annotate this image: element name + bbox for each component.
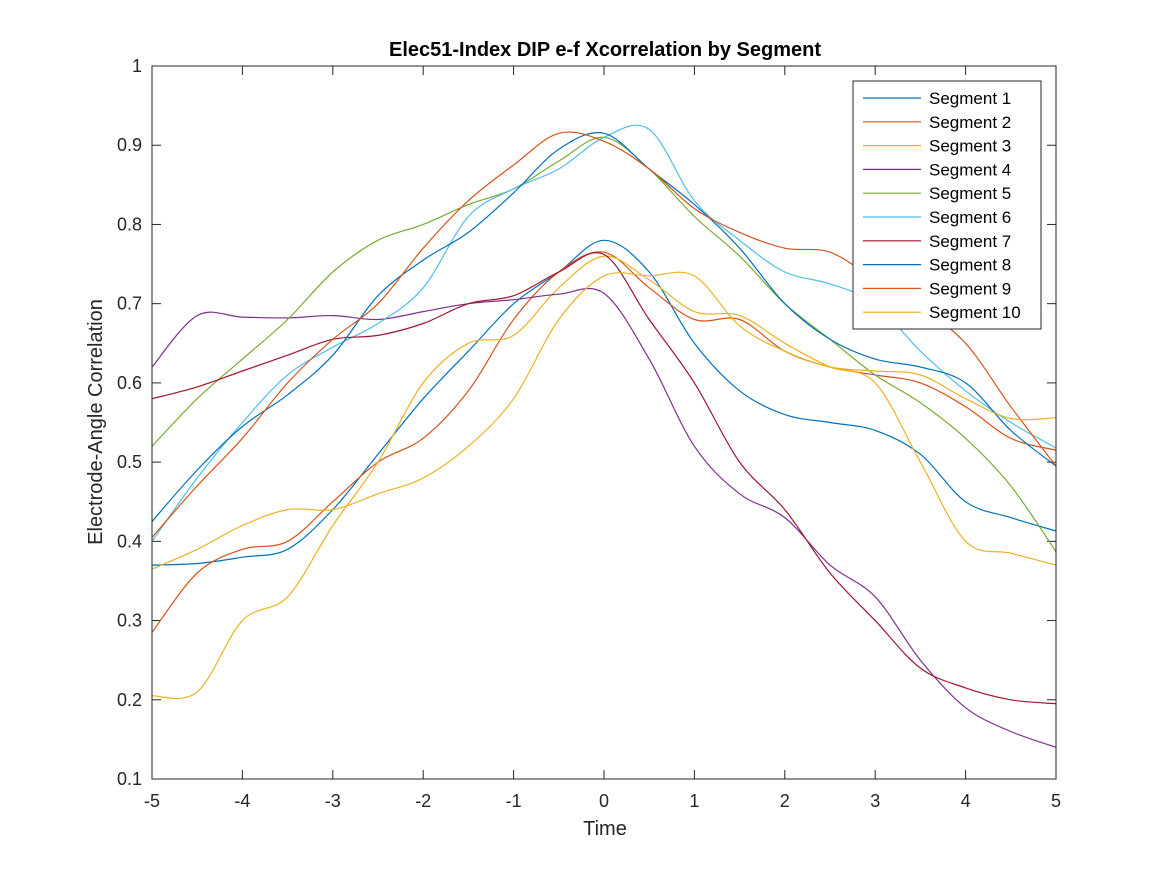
- x-tick-label: 5: [1051, 791, 1061, 811]
- series-line-segment-4: [151, 287, 1057, 748]
- x-tick-label: -4: [234, 791, 250, 811]
- legend-entry-label: Segment 6: [929, 208, 1011, 227]
- y-tick-label: 0.2: [117, 690, 142, 710]
- x-tick-label: 2: [780, 791, 790, 811]
- x-tick-label: 1: [689, 791, 699, 811]
- y-tick-label: 0.1: [117, 769, 142, 789]
- x-axis-label: Time: [583, 818, 627, 840]
- x-tick-label: -2: [415, 791, 431, 811]
- plot-area-frame: [151, 65, 1057, 780]
- y-tick-label: 0.8: [117, 214, 142, 234]
- y-tick-label: 0.3: [117, 611, 142, 631]
- legend-entry-label: Segment 2: [929, 113, 1011, 132]
- y-tick-label: 0.5: [117, 452, 142, 472]
- y-tick-label: 0.6: [117, 373, 142, 393]
- ticks-layer: -5 -4 -3 -2 -1 0 1 2 3 4 5 0.1 0.2 0.3 0.4 0.5 0.6 0.7 0.8…: [117, 56, 1061, 811]
- legend-entry-label: Segment 3: [929, 137, 1011, 156]
- series-line-segment-1: [151, 239, 1057, 566]
- series-line-segment-3: [151, 255, 1057, 700]
- legend-entry-label: Segment 4: [929, 160, 1011, 179]
- legend-entry-label: Segment 9: [929, 279, 1011, 298]
- y-tick-label: 0.4: [117, 531, 142, 551]
- series-line-segment-8: [151, 132, 1057, 522]
- y-tick-label: 0.9: [117, 135, 142, 155]
- x-tick-label: -3: [325, 791, 341, 811]
- y-tick-label: 0.7: [117, 294, 142, 314]
- x-tick-label: 3: [870, 791, 880, 811]
- y-tick-label: 1: [132, 56, 142, 76]
- legend-entry-label: Segment 5: [929, 184, 1011, 203]
- x-tick-label: 4: [961, 791, 971, 811]
- series-line-segment-10: [151, 271, 1057, 570]
- legend: Segment 1 Segment 2 Segment 3 Segment 4 Segm…: [852, 80, 1042, 330]
- series-line-segment-7: [151, 252, 1057, 705]
- legend-entry-label: Segment 8: [929, 256, 1011, 275]
- x-tick-label: 0: [599, 791, 609, 811]
- legend-entry-label: Segment 1: [929, 89, 1011, 108]
- series-layer: [151, 124, 1057, 748]
- y-axis-label: Electrode-Angle Correlation: [85, 299, 107, 545]
- chart-title: Elec51-Index DIP e-f Xcorrelation by Seg…: [389, 39, 821, 61]
- series-line-segment-6: [151, 124, 1057, 542]
- legend-entry-label: Segment 7: [929, 232, 1011, 251]
- x-tick-label: -1: [506, 791, 522, 811]
- x-tick-label: -5: [144, 791, 160, 811]
- legend-entry-label: Segment 10: [929, 303, 1021, 322]
